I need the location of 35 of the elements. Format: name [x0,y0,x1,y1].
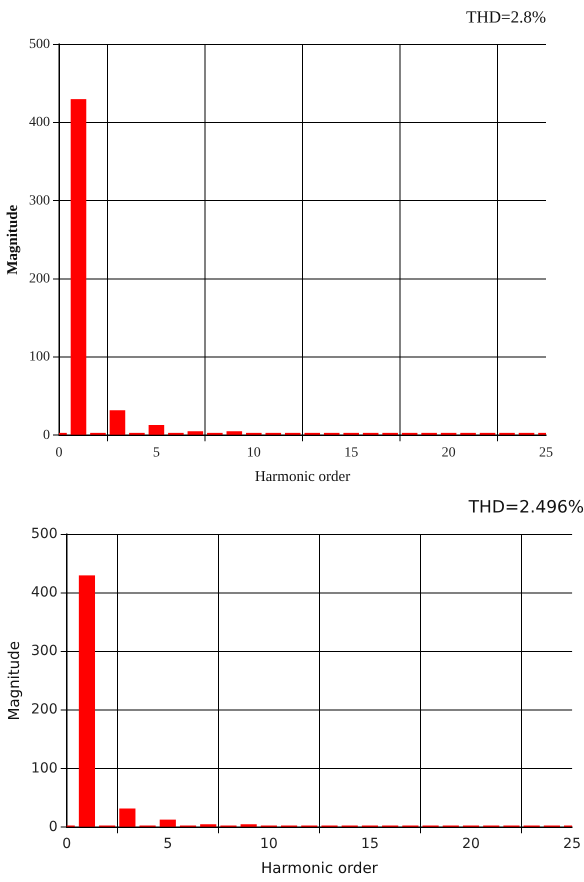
x-tick-label: 10 [246,445,261,460]
x-tick-label: 25 [539,445,553,460]
x-tick-label: 5 [152,445,160,460]
x-tick-label: 25 [563,836,582,852]
x-tick-label: 5 [163,836,172,852]
bar [119,808,136,827]
y-tick-label: 400 [29,115,50,130]
bar [70,99,86,435]
chart-title: THD=2.8% [466,8,546,27]
y-tick-label: 0 [48,818,58,835]
y-axis-title: Magnitude [4,204,21,275]
y-tick-label: 300 [30,643,58,660]
y-tick-label: 500 [30,526,58,542]
y-tick-label: 200 [29,272,50,287]
x-axis-title: Harmonic order [254,468,350,485]
chart-title: THD=2.496% [468,498,584,518]
bar [78,575,96,827]
x-tick-label: 0 [62,836,72,852]
y-tick-label: 0 [43,428,50,443]
bar [160,820,176,827]
y-tick-label: 100 [29,350,50,365]
bar [148,425,164,435]
bar [110,410,126,435]
x-tick-label: 20 [462,836,480,852]
x-tick-label: 15 [344,445,358,460]
y-tick-label: 500 [29,37,50,52]
x-tick-label: 20 [442,445,456,460]
y-tick-label: 400 [30,584,58,601]
x-tick-label: 15 [361,836,379,852]
y-axis-title: Magnitude [4,641,23,721]
y-tick-label: 200 [30,702,58,718]
y-tick-label: 300 [29,193,50,208]
y-tick-label: 100 [30,760,58,776]
x-axis-title: Harmonic order [260,858,379,877]
x-tick-label: 10 [260,836,278,852]
